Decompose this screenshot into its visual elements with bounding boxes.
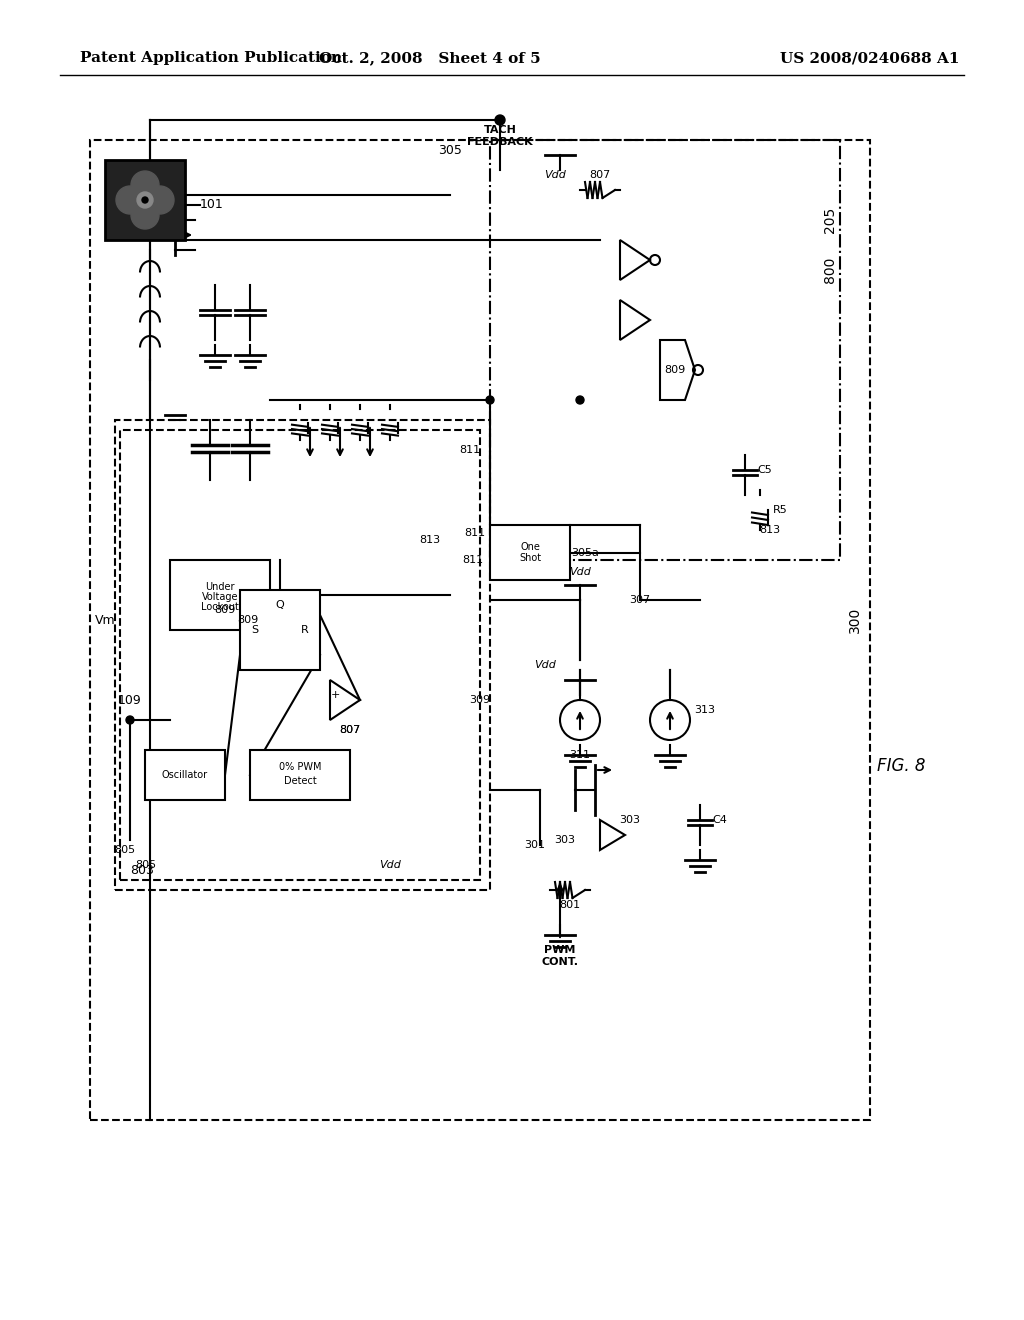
Text: 805: 805 <box>135 861 156 870</box>
Text: 303: 303 <box>620 814 640 825</box>
Circle shape <box>495 115 505 125</box>
Text: FEEDBACK: FEEDBACK <box>467 137 532 147</box>
Bar <box>120 430 480 880</box>
Circle shape <box>146 186 174 214</box>
Text: CONT.: CONT. <box>542 957 579 968</box>
Text: C5: C5 <box>758 465 772 475</box>
Text: +: + <box>331 690 340 700</box>
Text: Voltage: Voltage <box>202 591 239 602</box>
Text: One
Shot: One Shot <box>519 541 541 564</box>
Text: R5: R5 <box>773 506 787 515</box>
Text: Under: Under <box>205 582 234 591</box>
Text: 309: 309 <box>469 696 490 705</box>
Text: 801: 801 <box>559 900 581 909</box>
Text: Oct. 2, 2008   Sheet 4 of 5: Oct. 2, 2008 Sheet 4 of 5 <box>319 51 541 65</box>
Text: 303: 303 <box>555 836 575 845</box>
Text: 805: 805 <box>115 845 135 855</box>
Text: Vdd: Vdd <box>544 170 566 180</box>
Text: PWM: PWM <box>545 945 575 954</box>
Circle shape <box>131 201 159 228</box>
Text: 811: 811 <box>460 445 480 455</box>
Circle shape <box>142 197 148 203</box>
Bar <box>490 140 840 560</box>
Text: 800: 800 <box>823 257 837 284</box>
Text: 809: 809 <box>665 366 686 375</box>
Bar <box>90 140 870 1119</box>
Text: 807: 807 <box>590 170 610 180</box>
Text: US 2008/0240688 A1: US 2008/0240688 A1 <box>780 51 959 65</box>
Text: S: S <box>252 624 259 635</box>
Text: 809: 809 <box>214 605 236 615</box>
Bar <box>490 525 570 579</box>
Text: 311: 311 <box>569 750 591 760</box>
Text: 301: 301 <box>524 840 546 850</box>
Text: TACH: TACH <box>483 125 516 135</box>
Text: 803: 803 <box>130 863 154 876</box>
Text: 305: 305 <box>438 144 462 157</box>
Text: 307: 307 <box>630 595 650 605</box>
Text: 813: 813 <box>760 525 780 535</box>
Circle shape <box>131 172 159 199</box>
Circle shape <box>116 186 144 214</box>
Text: C4: C4 <box>713 814 727 825</box>
Text: 101: 101 <box>200 198 224 211</box>
Text: 807: 807 <box>339 725 360 735</box>
Circle shape <box>137 191 153 209</box>
Text: 813: 813 <box>420 535 440 545</box>
Text: 809: 809 <box>238 615 259 624</box>
Text: Q: Q <box>275 601 285 610</box>
Text: Oscillator: Oscillator <box>162 770 208 780</box>
Text: 305a: 305a <box>571 548 599 557</box>
Text: 807: 807 <box>339 725 360 735</box>
Text: Vdd: Vdd <box>379 861 401 870</box>
Circle shape <box>575 396 584 404</box>
Text: 205: 205 <box>823 207 837 234</box>
Text: 811: 811 <box>465 528 485 537</box>
Bar <box>250 750 350 800</box>
Bar <box>240 590 319 671</box>
Text: 109: 109 <box>118 693 142 706</box>
Text: Vdd: Vdd <box>569 568 591 577</box>
Text: 313: 313 <box>694 705 716 715</box>
Text: FIG. 8: FIG. 8 <box>877 756 926 775</box>
Text: Patent Application Publication: Patent Application Publication <box>80 51 342 65</box>
Text: Vdd: Vdd <box>535 660 556 671</box>
Bar <box>170 560 270 630</box>
Circle shape <box>126 715 134 723</box>
Text: Lockout: Lockout <box>201 602 239 612</box>
Bar <box>105 160 185 240</box>
Text: Detect: Detect <box>284 776 316 785</box>
Bar <box>115 420 490 890</box>
Bar <box>145 750 225 800</box>
Text: 0% PWM: 0% PWM <box>279 762 322 772</box>
Text: R: R <box>301 624 309 635</box>
Text: 811: 811 <box>463 554 483 565</box>
Text: 300: 300 <box>848 607 862 634</box>
Text: Vm: Vm <box>94 614 116 627</box>
Circle shape <box>486 396 494 404</box>
